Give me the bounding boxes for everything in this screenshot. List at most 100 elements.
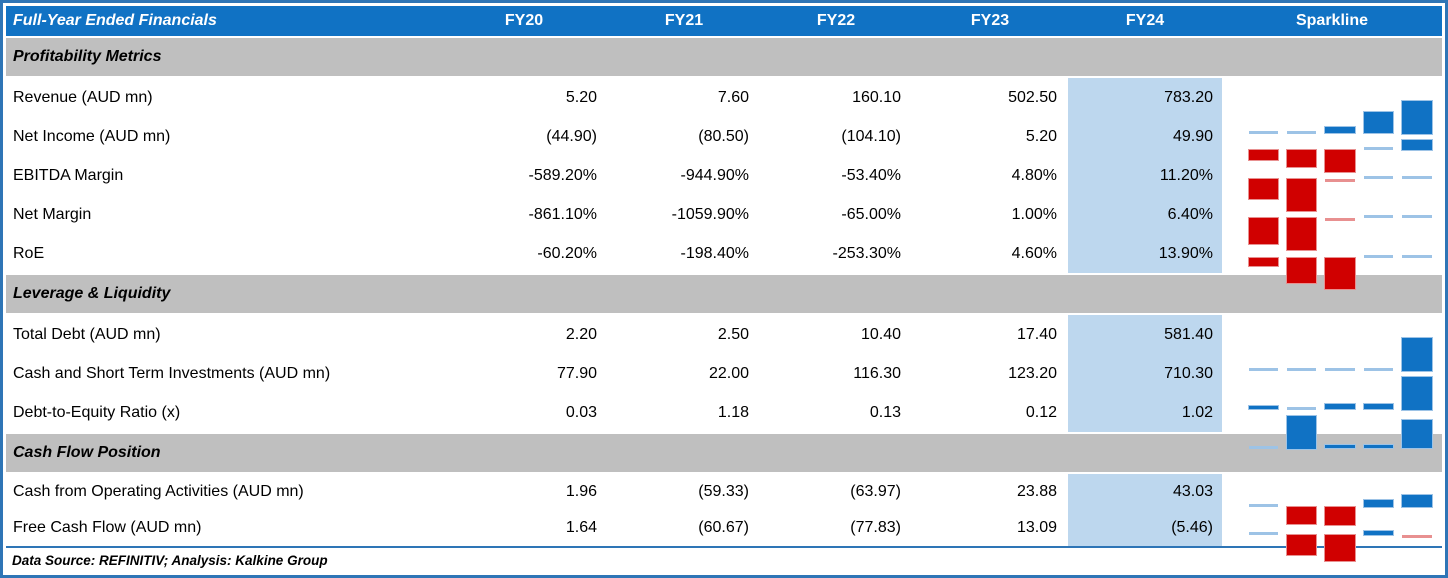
spark-bar-positive (1248, 445, 1278, 449)
spark-bar-positive (1248, 367, 1278, 371)
spark-bar-positive (1402, 100, 1432, 134)
value-fy23: 13.09 (1016, 519, 1057, 536)
spark-bar-positive (1325, 367, 1355, 371)
value-fy23: 4.60% (1011, 244, 1057, 262)
table-row: Free Cash Flow (AUD mn) 1.64 (60.67) (77.83… (6, 510, 1442, 561)
spark-bar-positive (1402, 376, 1432, 410)
value-fy22: 160.10 (852, 88, 901, 106)
value-fy23: 123.20 (1008, 364, 1057, 382)
column-header-fy21: FY21 (664, 12, 704, 29)
spark-bar-negative (1286, 150, 1317, 168)
section-header: Cash Flow Position (6, 434, 1442, 472)
sparkline (1222, 156, 1442, 212)
value-fy24: 1.02 (1068, 393, 1222, 432)
spark-bar-positive (1402, 175, 1432, 179)
spark-bar-positive (1325, 444, 1355, 449)
section-title: Leverage & Liquidity (13, 285, 171, 302)
value-fy24: 710.30 (1068, 354, 1222, 393)
value-fy20: 1.96 (565, 483, 597, 500)
row-label: Total Debt (AUD mn) (13, 325, 161, 343)
sparkline (1222, 354, 1442, 410)
row-label: Revenue (AUD mn) (13, 88, 153, 106)
value-fy23: 502.50 (1008, 88, 1057, 106)
value-fy20: 77.90 (556, 364, 597, 382)
sparkline (1222, 393, 1442, 449)
spark-bar-negative (1325, 258, 1355, 290)
row-label: Cash from Operating Activities (AUD mn) (13, 483, 304, 500)
value-fy21: 7.60 (717, 88, 749, 106)
table-row: RoE -60.20% -198.40% -253.30% 4.60% 13.90% (6, 234, 1442, 290)
value-fy24: 11.20% (1068, 156, 1222, 195)
value-fy22: (63.97) (850, 483, 901, 500)
spark-bar-positive (1402, 255, 1432, 259)
sparkline (1222, 195, 1442, 251)
spark-bar-positive (1363, 112, 1394, 134)
section-title: Cash Flow Position (13, 444, 161, 461)
value-fy20: -861.10% (528, 205, 598, 223)
sparkline (1222, 474, 1442, 525)
section-header: Leverage & Liquidity (6, 275, 1442, 313)
spark-bar-positive (1248, 405, 1278, 410)
spark-bar-negative (1325, 507, 1355, 525)
table-row: Net Margin -861.10% -1059.90% -65.00% 1.00% 6… (6, 195, 1442, 251)
value-fy23: 4.80% (1011, 166, 1057, 184)
value-fy20: -589.20% (528, 166, 598, 184)
value-fy24: 783.20 (1068, 78, 1222, 117)
table-row: Cash from Operating Activities (AUD mn) 1… (6, 474, 1442, 525)
row-label: Free Cash Flow (AUD mn) (13, 519, 202, 536)
sparkline (1222, 234, 1442, 290)
value-fy21: 2.50 (717, 325, 749, 343)
sparkline (1222, 78, 1442, 134)
table-row: EBITDA Margin -589.20% -944.90% -53.40% 4.80… (6, 156, 1442, 212)
row-label: EBITDA Margin (13, 166, 124, 184)
spark-bar-positive (1286, 130, 1317, 134)
value-fy21: 1.18 (717, 403, 749, 421)
table-header-row: Full-Year Ended Financials FY20 FY21 FY2… (6, 6, 1442, 36)
column-header-sparkline: Sparkline (1295, 12, 1369, 29)
value-fy21: -1059.90% (671, 205, 749, 223)
spark-bar-negative (1325, 178, 1355, 182)
section-header: Profitability Metrics (6, 38, 1442, 76)
value-fy21: (59.33) (698, 483, 749, 500)
spark-bar-positive (1325, 404, 1355, 410)
spark-bar-positive (1363, 367, 1394, 371)
spark-bar-negative (1248, 178, 1278, 200)
value-fy22: (77.83) (850, 519, 901, 536)
value-fy20: 5.20 (565, 88, 597, 106)
column-header-fy20: FY20 (504, 12, 544, 29)
table-row: Total Debt (AUD mn) 2.20 2.50 10.40 17.40 581… (6, 315, 1442, 371)
value-fy21: -944.90% (680, 166, 750, 184)
spark-bar-negative (1286, 258, 1317, 283)
value-fy24: 49.90 (1068, 117, 1222, 156)
row-label: Net Income (AUD mn) (13, 127, 171, 145)
value-fy23: 23.88 (1016, 483, 1057, 500)
spark-bar-positive (1402, 419, 1432, 449)
table-row: Revenue (AUD mn) 5.20 7.60 160.10 502.50 783.… (6, 78, 1442, 134)
spark-bar-positive (1363, 445, 1394, 449)
column-header-fy22: FY22 (816, 12, 856, 29)
spark-bar-negative (1286, 535, 1317, 556)
spark-bar-positive (1363, 500, 1394, 508)
spark-bar-negative (1248, 217, 1278, 245)
value-fy22: 116.30 (853, 364, 901, 382)
value-fy20: 2.20 (565, 325, 597, 343)
sparkline (1222, 117, 1442, 173)
spark-bar-positive (1402, 214, 1432, 218)
value-fy22: -65.00% (841, 205, 901, 223)
spark-bar-positive (1363, 403, 1394, 410)
value-fy20: (44.90) (546, 127, 597, 145)
value-fy20: 0.03 (565, 403, 597, 421)
value-fy20: -60.20% (537, 244, 597, 262)
spark-bar-positive (1286, 367, 1317, 371)
spark-bar-positive (1363, 175, 1394, 179)
value-fy23: 0.12 (1025, 403, 1057, 421)
sparkline (1222, 510, 1442, 561)
column-header-fy24: FY24 (1125, 12, 1165, 29)
spark-bar-negative (1248, 258, 1278, 266)
section-title: Profitability Metrics (13, 48, 162, 65)
value-fy21: 22.00 (708, 364, 749, 382)
spark-bar-positive (1363, 214, 1394, 218)
spark-bar-positive (1286, 415, 1317, 449)
column-header-fy23: FY23 (970, 12, 1010, 29)
